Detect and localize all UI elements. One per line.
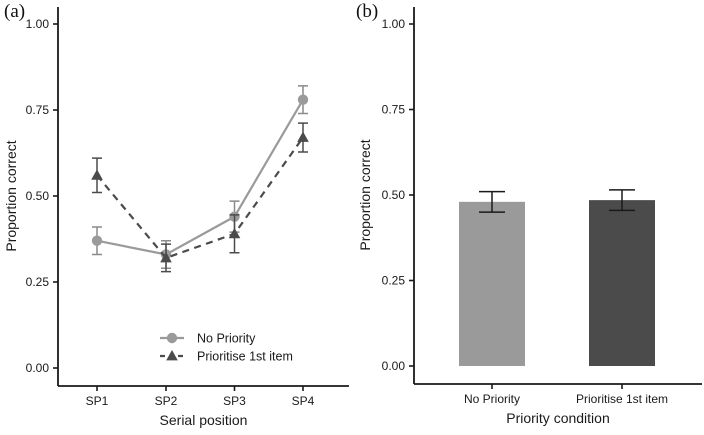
x-tick-label: No Priority [464, 392, 520, 406]
panel-a: (a) 0.00 0.25 0.50 0.75 1.00 SP1 SP2 SP3 SP4 Seri… [3, 1, 349, 428]
data-point-marker-triangle [297, 131, 309, 142]
x-tick-label: SP3 [223, 394, 246, 408]
bar-error-bar [609, 189, 635, 212]
panel-b: (b) 0.00 0.25 0.50 0.75 1.00 No Priority Prior… [352, 0, 704, 435]
x-tick-label: SP4 [292, 394, 315, 408]
bar [589, 200, 655, 366]
data-point-marker-triangle [166, 350, 178, 361]
serial-position-line-chart: 0.00 0.25 0.50 0.75 1.00 SP1 SP2 SP3 SP4 Serial p… [3, 7, 349, 428]
y-tick-label: 1.00 [26, 17, 50, 31]
x-tick-label: SP1 [86, 394, 109, 408]
legend-label: Prioritise 1st item [197, 350, 293, 364]
priority-condition-bar-chart: 0.00 0.25 0.50 0.75 1.00 No Priority Prioritis… [357, 7, 702, 426]
bar-error-bar [479, 190, 505, 213]
bar [459, 201, 525, 366]
y-tick-label: 0.50 [382, 188, 406, 202]
y-tick-label: 1.00 [382, 17, 406, 31]
y-tick-label: 0.00 [26, 361, 50, 375]
y-axis-title: Proportion correct [3, 140, 19, 251]
axis-line [413, 7, 702, 385]
data-point-marker-triangle [228, 227, 241, 239]
data-point-marker-triangle [91, 169, 103, 180]
y-tick-label: 0.75 [382, 103, 406, 117]
y-axis-title: Proportion correct [357, 139, 373, 250]
y-tick-label: 0.25 [26, 275, 50, 289]
x-axis-title: Priority condition [506, 410, 610, 426]
data-point-marker-circle [297, 94, 309, 105]
legend-label: No Priority [197, 332, 256, 346]
x-axis-title: Serial position [160, 412, 248, 428]
x-tick-label: SP2 [155, 394, 178, 408]
x-tick-label: Prioritise 1st item [576, 392, 668, 406]
series-line [96, 99, 304, 256]
series-line [96, 136, 304, 260]
data-point-marker-circle [91, 235, 103, 246]
panel-a-label: (a) [4, 1, 26, 22]
axis-line [57, 7, 349, 387]
panel-b-label: (b) [356, 1, 379, 22]
data-point-marker-triangle [160, 251, 172, 263]
data-point-marker-circle [166, 332, 178, 344]
y-tick-label: 0.75 [26, 103, 50, 117]
y-tick-label: 0.50 [26, 189, 50, 203]
y-tick-label: 0.00 [382, 359, 406, 373]
y-tick-label: 0.25 [382, 274, 406, 288]
